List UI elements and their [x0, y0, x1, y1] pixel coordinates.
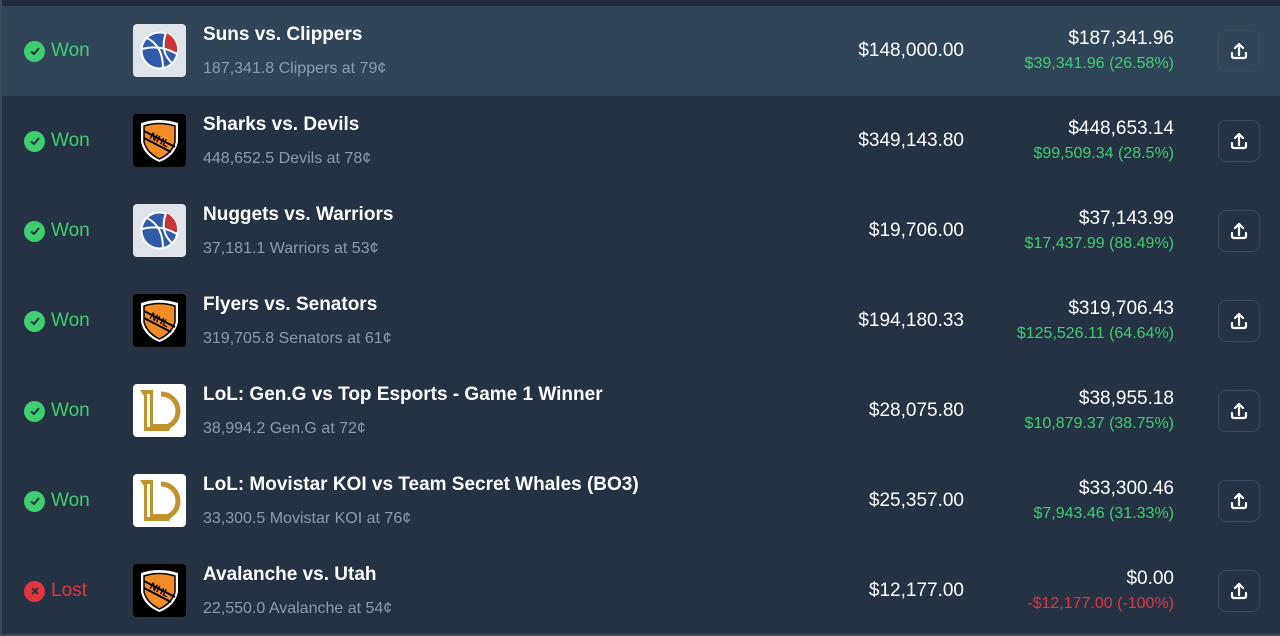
status-label: Won [51, 400, 90, 421]
status-label: Won [51, 220, 90, 241]
x-circle-icon [24, 580, 45, 602]
payout-amount: $448,653.14 [1068, 118, 1174, 139]
position-detail: 319,705.8 Senators at 61¢ [203, 330, 392, 347]
bet-row[interactable]: Won LoL: Movistar KOI vs Team Secret Wha… [2, 456, 1280, 546]
profit-loss: -$12,177.00 (-100%) [1027, 595, 1174, 612]
status-label: Won [51, 310, 90, 331]
share-icon [1229, 311, 1249, 331]
bet-row[interactable]: Won LoL: Gen.G vs Top Esports - Game 1 W… [2, 366, 1280, 456]
status-label: Won [51, 490, 90, 511]
position-detail: 448,652.5 Devils at 78¢ [203, 150, 372, 167]
nhl-icon: NHL [133, 114, 186, 167]
status-badge: Won [24, 40, 90, 62]
stake-amount: $19,706.00 [868, 220, 964, 241]
share-icon [1229, 401, 1249, 421]
payout-amount: $38,955.18 [1078, 388, 1174, 409]
nhl-icon: NHL [133, 564, 186, 617]
payout-amount: $319,706.43 [1068, 298, 1174, 319]
stake-amount: $148,000.00 [858, 40, 964, 61]
bet-row[interactable]: Lost NHL Avalanche vs. Utah 22,550.0 Ava… [2, 546, 1280, 636]
share-button[interactable] [1218, 570, 1260, 612]
position-detail: 33,300.5 Movistar KOI at 76¢ [203, 510, 412, 527]
share-button[interactable] [1218, 480, 1260, 522]
payout-amount: $0.00 [1126, 568, 1174, 589]
payout-amount: $187,341.96 [1068, 28, 1174, 49]
nhl-icon: NHL [133, 294, 186, 347]
stake-amount: $194,180.33 [858, 310, 964, 331]
basketball-icon [133, 204, 186, 257]
profit-loss: $17,437.99 (88.49%) [1024, 235, 1174, 252]
status-label: Won [51, 40, 90, 61]
lol-icon [133, 384, 186, 437]
profit-loss: $10,879.37 (38.75%) [1024, 415, 1174, 432]
status-badge: Won [24, 310, 90, 332]
status-badge: Won [24, 220, 90, 242]
bet-row[interactable]: Won Nuggets vs. Warriors 37,181.1 Warrio… [2, 186, 1280, 276]
share-icon [1229, 581, 1249, 601]
share-icon [1229, 131, 1249, 151]
market-title[interactable]: Avalanche vs. Utah [203, 564, 377, 585]
share-button[interactable] [1218, 210, 1260, 252]
check-circle-icon [24, 310, 45, 332]
check-circle-icon [24, 400, 45, 422]
stake-amount: $12,177.00 [868, 580, 964, 601]
basketball-icon [133, 24, 186, 77]
market-title[interactable]: Sharks vs. Devils [203, 114, 360, 135]
market-title[interactable]: Flyers vs. Senators [203, 294, 378, 315]
position-detail: 187,341.8 Clippers at 79¢ [203, 60, 387, 77]
position-detail: 37,181.1 Warriors at 53¢ [203, 240, 379, 257]
profit-loss: $99,509.34 (28.5%) [1033, 145, 1174, 162]
profit-loss: $7,943.46 (31.33%) [1033, 505, 1174, 522]
status-badge: Lost [24, 580, 87, 602]
bet-row[interactable]: Won NHL Sharks vs. Devils 448,652.5 Devi… [2, 96, 1280, 186]
profit-loss: $39,341.96 (26.58%) [1024, 55, 1174, 72]
share-button[interactable] [1218, 300, 1260, 342]
check-circle-icon [24, 130, 45, 152]
check-circle-icon [24, 220, 45, 242]
market-title[interactable]: LoL: Gen.G vs Top Esports - Game 1 Winne… [203, 384, 603, 405]
share-icon [1229, 491, 1249, 511]
market-title[interactable]: LoL: Movistar KOI vs Team Secret Whales … [203, 474, 639, 495]
position-detail: 22,550.0 Avalanche at 54¢ [203, 600, 393, 617]
share-button[interactable] [1218, 390, 1260, 432]
stake-amount: $28,075.80 [868, 400, 964, 421]
status-label: Lost [51, 580, 87, 601]
position-detail: 38,994.2 Gen.G at 72¢ [203, 420, 366, 437]
bet-row[interactable]: Won NHL Flyers vs. Senators 319,705.8 Se… [2, 276, 1280, 366]
status-label: Won [51, 130, 90, 151]
market-title[interactable]: Nuggets vs. Warriors [203, 204, 394, 225]
market-title[interactable]: Suns vs. Clippers [203, 24, 363, 45]
status-badge: Won [24, 400, 90, 422]
check-circle-icon [24, 490, 45, 512]
share-icon [1229, 41, 1249, 61]
status-badge: Won [24, 490, 90, 512]
status-badge: Won [24, 130, 90, 152]
share-button[interactable] [1218, 120, 1260, 162]
share-button[interactable] [1218, 30, 1260, 72]
share-icon [1229, 221, 1249, 241]
profit-loss: $125,526.11 (64.64%) [1016, 325, 1174, 342]
payout-amount: $33,300.46 [1078, 478, 1174, 499]
check-circle-icon [24, 40, 45, 62]
stake-amount: $25,357.00 [868, 490, 964, 511]
top-divider [2, 0, 1280, 6]
payout-amount: $37,143.99 [1078, 208, 1174, 229]
stake-amount: $349,143.80 [858, 130, 964, 151]
lol-icon [133, 474, 186, 527]
bet-row[interactable]: Won Suns vs. Clippers 187,341.8 Clippers… [2, 6, 1280, 96]
